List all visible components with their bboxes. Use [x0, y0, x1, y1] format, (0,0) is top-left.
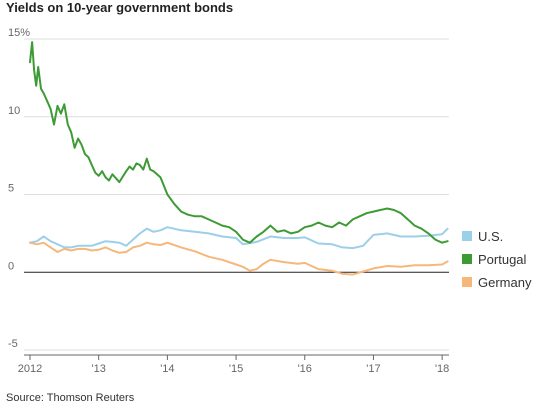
- y-tick-label: 10: [8, 105, 20, 117]
- y-tick-label: 5: [8, 183, 14, 195]
- source-note: Source: Thomson Reuters: [6, 392, 135, 404]
- x-tick-label: '14: [160, 363, 174, 375]
- legend-swatch: [462, 231, 472, 241]
- x-tick-label: '16: [298, 363, 312, 375]
- x-tick-label: '15: [229, 363, 243, 375]
- legend-swatch: [462, 254, 472, 264]
- legend-label: Germany: [478, 275, 532, 290]
- legend-label: U.S.: [478, 229, 503, 244]
- y-tick-label: 0: [8, 260, 14, 272]
- legend-label: Portugal: [478, 252, 527, 267]
- series-line-u-s: [29, 226, 449, 250]
- grid-lines: [24, 38, 449, 351]
- y-tick-label: 15%: [8, 27, 30, 39]
- y-axis-tick-labels: -5 0 5 10 15%: [8, 27, 30, 350]
- legend-swatch: [462, 277, 472, 287]
- series-line-germany: [29, 241, 449, 276]
- y-tick-label: -5: [8, 338, 18, 350]
- x-tick-label: '13: [92, 363, 106, 375]
- x-tick-label: 2012: [18, 363, 42, 375]
- x-axis: 2012 '13 '14 '15 '16 '17 '18: [18, 354, 449, 375]
- series-line-portugal: [29, 41, 449, 244]
- chart-title: Yields on 10-year government bonds: [6, 0, 234, 15]
- x-tick-label: '17: [366, 363, 380, 375]
- series-lines: [29, 41, 449, 276]
- legend: U.S. Portugal Germany: [462, 229, 532, 290]
- x-tick-label: '18: [435, 363, 449, 375]
